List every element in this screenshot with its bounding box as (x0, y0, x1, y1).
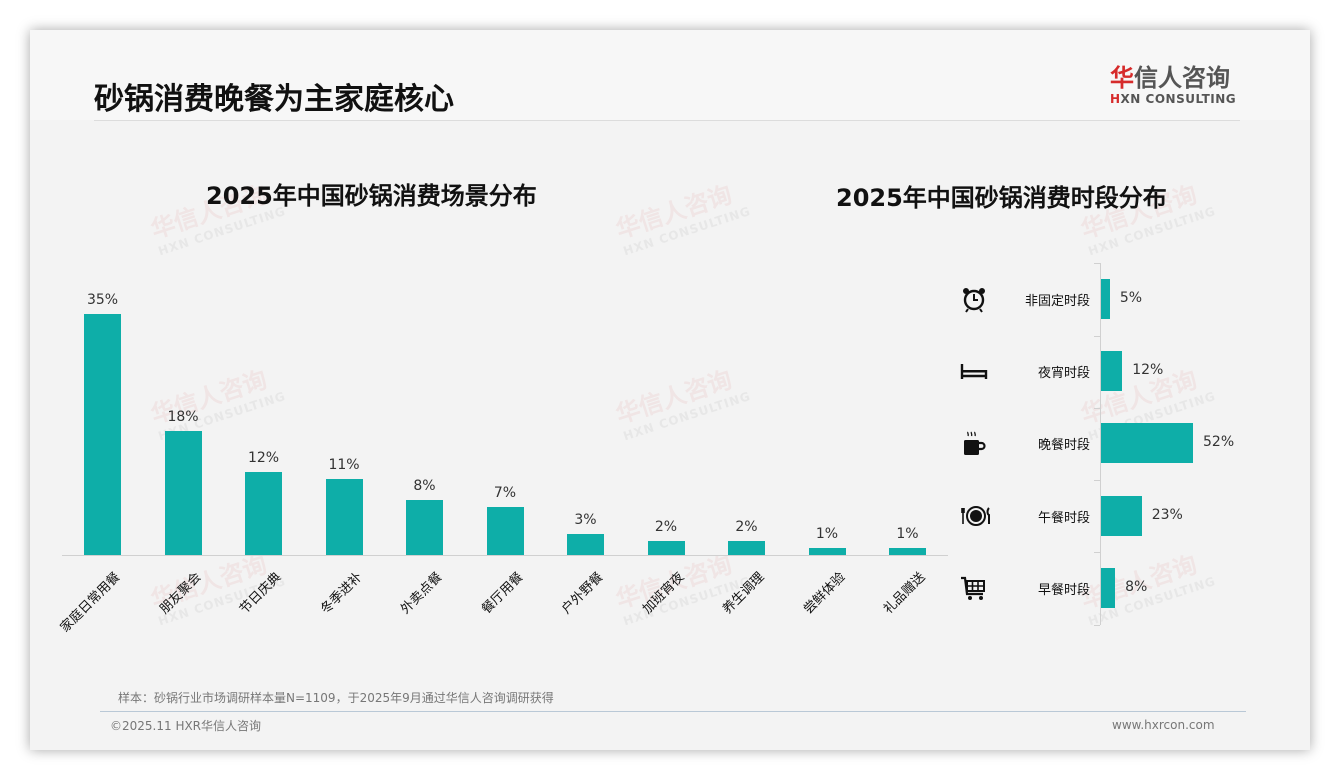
hbar (1101, 351, 1123, 391)
bar (567, 534, 604, 555)
x-axis-label: 礼品赠送 (881, 569, 929, 618)
hbar-value-label: 12% (1132, 362, 1164, 378)
watermark: 华信人咨询 HXN CONSULTING (612, 180, 753, 259)
y-axis-tick (1094, 263, 1100, 264)
hbar-value-label: 52% (1203, 434, 1235, 450)
watermark: 华信人咨询 HXN CONSULTING (612, 365, 753, 444)
y-axis-label: 早餐时段 (1037, 583, 1090, 598)
y-axis-tick (1094, 625, 1100, 626)
hbar-value-label: 23% (1151, 507, 1183, 523)
x-axis-label: 朋友聚会 (157, 569, 205, 618)
x-axis-label: 家庭日常用餐 (58, 569, 124, 636)
bar-value-label: 2% (735, 519, 758, 536)
y-axis-tick (1094, 552, 1100, 553)
y-axis-label: 夜宵时段 (1037, 366, 1090, 381)
hbar (1101, 279, 1110, 319)
footer-divider (100, 711, 1246, 712)
bed-icon (959, 356, 989, 386)
hbar-value-label: 8% (1125, 579, 1148, 595)
bar-value-label: 1% (896, 526, 919, 543)
bar-value-label: 35% (86, 292, 119, 308)
company-logo: 华信人咨询 HXN CONSULTING (1110, 64, 1236, 106)
bar-value-label: 1% (815, 526, 839, 543)
y-axis-tick (1094, 336, 1100, 337)
bar-value-label: 2% (654, 519, 678, 536)
website-link[interactable]: www.hxrcon.com (1112, 718, 1215, 732)
bar (486, 506, 524, 555)
bar-value-label: 18% (167, 409, 199, 426)
y-axis-line (1100, 263, 1101, 625)
coffee-cup-icon (959, 428, 989, 458)
bar-value-label: 7% (493, 484, 517, 501)
bar (889, 548, 926, 555)
hbar-value-label: 5% (1119, 290, 1143, 306)
x-axis-label: 养生调理 (720, 569, 768, 618)
hbar (1101, 423, 1193, 463)
hbar (1101, 568, 1116, 608)
y-axis-tick (1094, 480, 1100, 481)
x-axis-label: 节日庆典 (237, 569, 285, 618)
bar (808, 548, 846, 555)
logo-chinese: 华信人咨询 (1110, 64, 1230, 92)
title-divider (94, 120, 1240, 121)
y-axis-label: 非固定时段 (1024, 294, 1090, 309)
bar-value-label: 11% (328, 457, 360, 474)
bar (84, 314, 121, 555)
hbar (1101, 496, 1142, 536)
bar (728, 541, 765, 555)
bar (245, 472, 282, 555)
x-axis-label: 外卖点餐 (398, 569, 446, 618)
y-axis-label: 晚餐时段 (1037, 438, 1090, 453)
slide: 砂锅消费晚餐为主家庭核心 华信人咨询 HXN CONSULTING 华信人咨询 H… (30, 30, 1310, 750)
bar-value-label: 3% (574, 512, 597, 529)
page-title: 砂锅消费晚餐为主家庭核心 (94, 82, 454, 117)
scene-chart-title: 2025年中国砂锅消费场景分布 (206, 182, 537, 210)
plate-cutlery-icon (959, 501, 990, 531)
x-axis-label: 尝鲜体验 (801, 569, 849, 618)
x-axis-label: 冬季进补 (318, 569, 366, 618)
x-axis-line (62, 555, 948, 556)
bar-value-label: 8% (413, 477, 436, 494)
timeslot-chart-title: 2025年中国砂锅消费时段分布 (836, 184, 1167, 212)
bar-value-label: 12% (247, 450, 280, 467)
bar (647, 541, 685, 555)
copyright: ©2025.11 HXR华信人咨询 (110, 719, 262, 733)
logo-english: HXN CONSULTING (1110, 92, 1237, 106)
x-axis-label: 户外野餐 (559, 569, 607, 618)
shopping-cart-icon (959, 573, 989, 603)
bar (325, 479, 363, 555)
sample-note: 样本：砂锅行业市场调研样本量N=1109，于2025年9月通过华信人咨询调研获得 (118, 691, 554, 705)
y-axis-tick (1094, 408, 1100, 409)
alarm-clock-icon (959, 284, 989, 314)
bar (406, 499, 443, 555)
bar (164, 431, 202, 555)
y-axis-label: 午餐时段 (1037, 511, 1090, 526)
header-band (30, 30, 1310, 120)
x-axis-label: 加班宵夜 (640, 569, 688, 618)
x-axis-label: 餐厅用餐 (479, 569, 527, 618)
